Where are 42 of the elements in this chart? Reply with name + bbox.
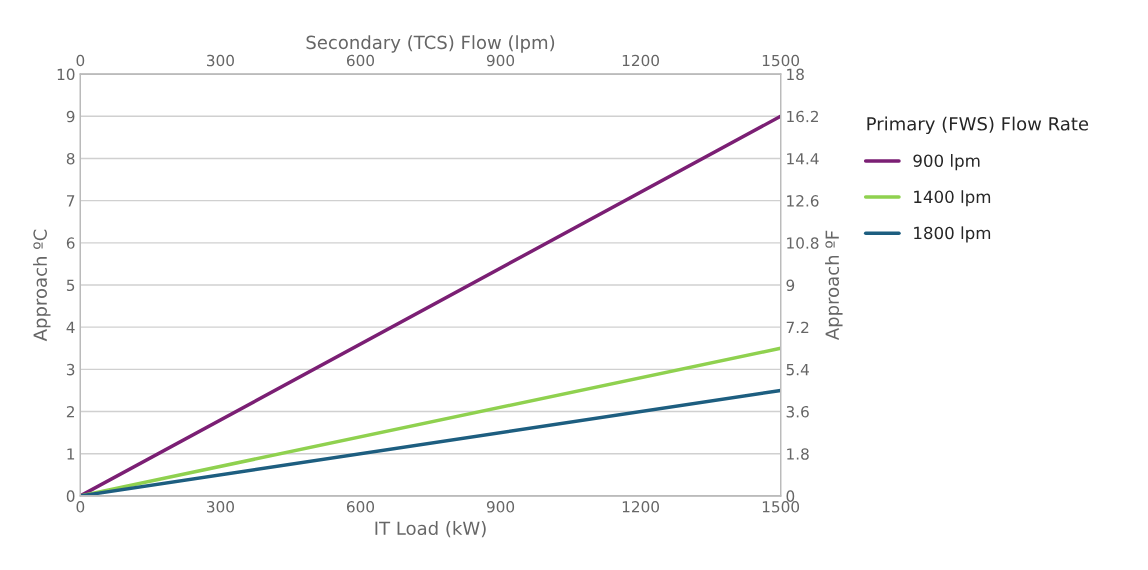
y2-tick-label: 0	[786, 490, 795, 502]
y-axis-title: Approach ºC	[33, 229, 51, 342]
y-tick-label: 5	[66, 279, 75, 292]
y2-tick-label: 12.6	[787, 195, 819, 207]
y-tick-label: 6	[66, 237, 75, 249]
x-tick-label: 0	[76, 501, 85, 513]
y2-tick-label: 16.2	[787, 110, 818, 123]
legend-label: 1800 lpm	[914, 226, 991, 243]
y-tick-label: 4	[66, 321, 75, 333]
x-axis-title: IT Load (kW)	[375, 521, 486, 538]
y2-tick-label: 9	[786, 279, 795, 292]
y2-tick-label: 3.6	[786, 406, 809, 418]
x-tick-label: 1200	[622, 501, 660, 513]
x2-tick-label: 1500	[762, 54, 800, 67]
y-tick-label: 8	[66, 152, 75, 165]
y-tick-label: 7	[67, 195, 75, 207]
y2-tick-label: 5.4	[786, 364, 809, 376]
legend-label: 1400 lpm	[914, 190, 991, 207]
x2-tick-label: 1200	[622, 54, 660, 67]
x-tick-label: 300	[207, 501, 234, 513]
x-tick-label: 1500	[762, 501, 800, 513]
y2-tick-label: 18	[787, 68, 804, 81]
x2-tick-label: 300	[207, 54, 234, 67]
y2-tick-label: 1.8	[787, 448, 809, 460]
legend-label: 900 lpm	[913, 154, 980, 171]
y-tick-label: 10	[57, 68, 75, 81]
x2-axis-title: Secondary (TCS) Flow (lpm)	[306, 35, 555, 53]
y-tick-label: 2	[66, 406, 74, 418]
x2-tick-label: 600	[346, 54, 375, 67]
y-tick-label: 3	[66, 363, 75, 376]
y-tick-label: 1	[67, 448, 75, 460]
y-tick-label: 0	[66, 490, 75, 502]
x2-tick-label: 900	[486, 54, 515, 67]
y2-tick-label: 10.8	[787, 237, 819, 249]
y2-tick-label: 14.4	[787, 153, 819, 165]
x2-tick-label: 0	[76, 54, 85, 67]
y-tick-label: 9	[66, 110, 75, 123]
y2-axis-title: Approach ºF	[825, 230, 843, 341]
y2-tick-label: 7.2	[786, 321, 809, 333]
legend-title: Primary (FWS) Flow Rate	[867, 116, 1089, 135]
x-tick-label: 900	[486, 501, 515, 513]
x-tick-label: 600	[346, 501, 375, 513]
